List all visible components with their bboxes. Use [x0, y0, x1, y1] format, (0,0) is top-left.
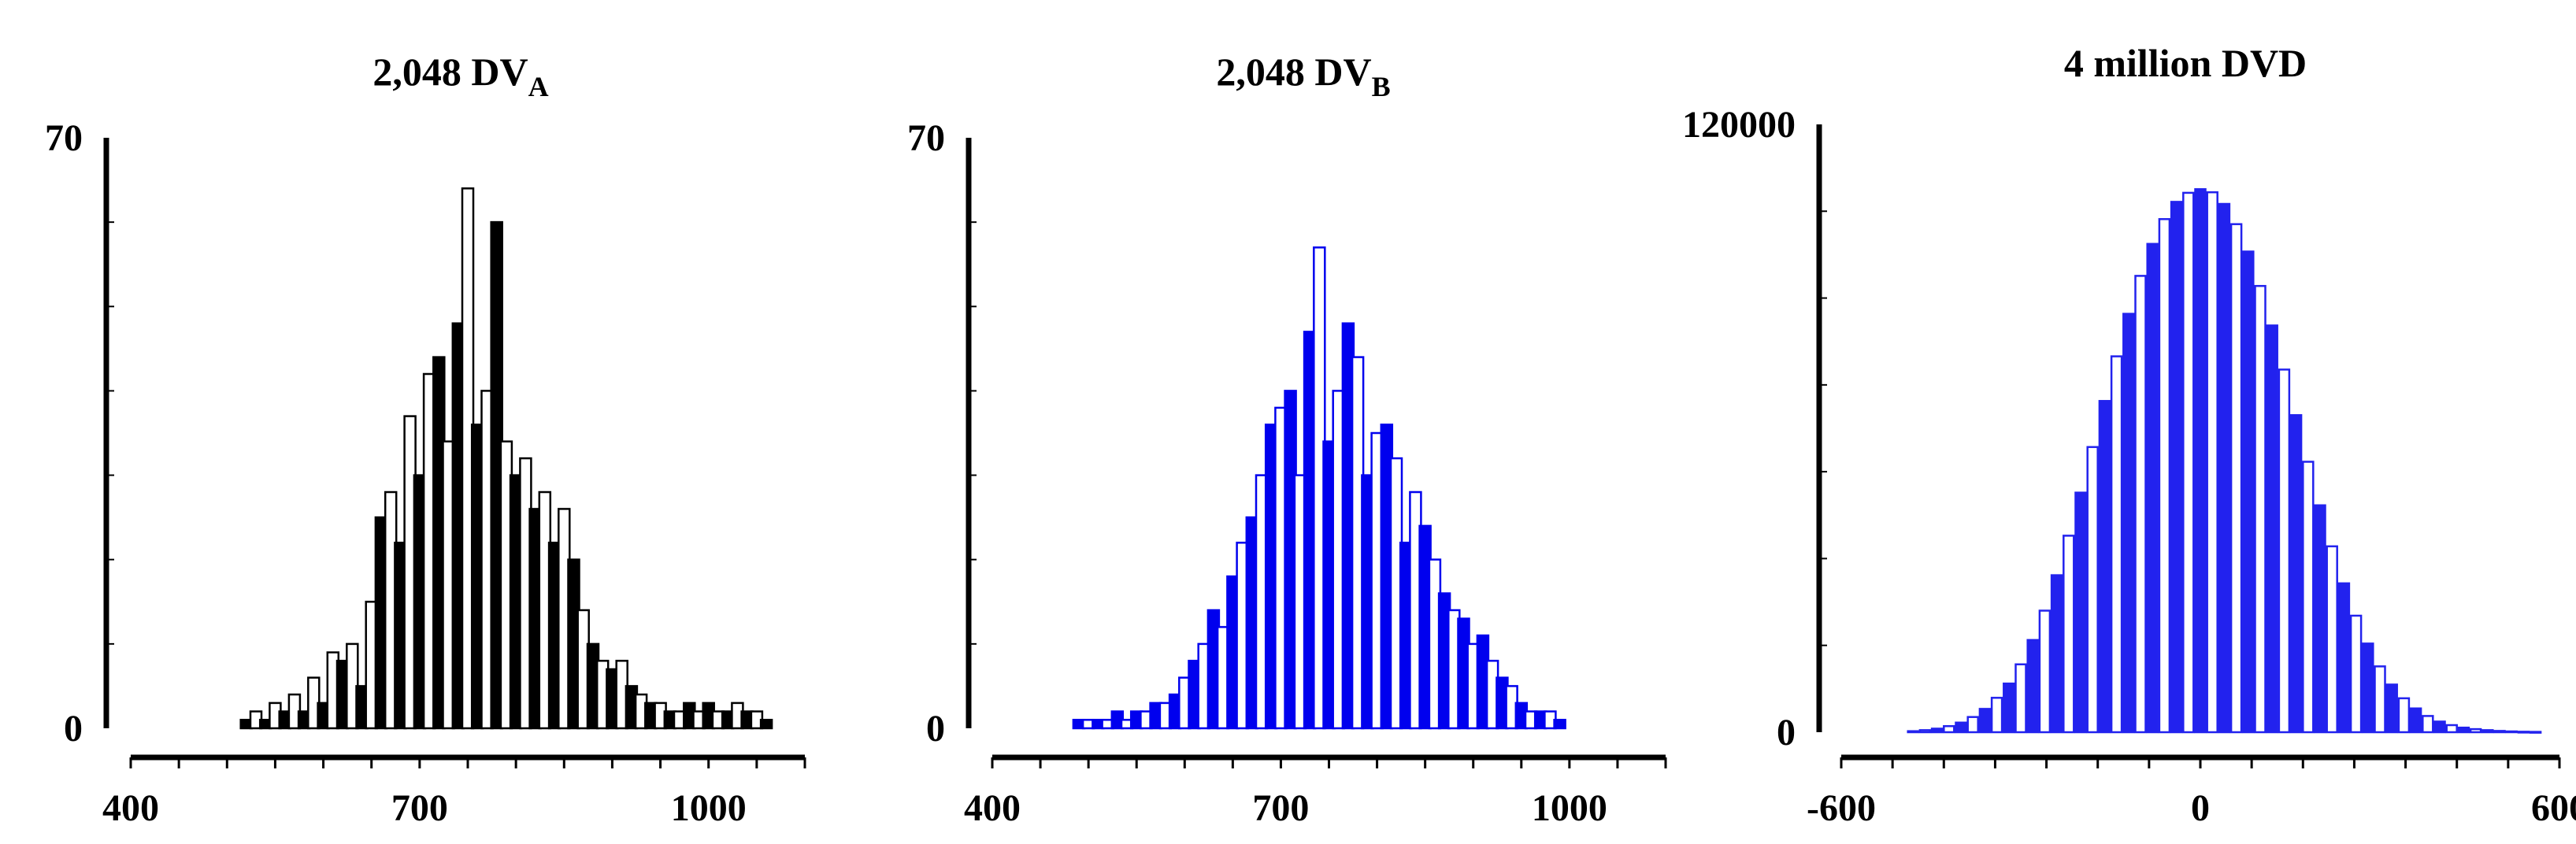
bar-c-320 — [2385, 683, 2398, 734]
x-tick-label-700: 700 — [1252, 787, 1309, 829]
bar-c-480 — [2481, 729, 2494, 734]
bar-c-140 — [2278, 368, 2291, 734]
y-tick-label-70: 70 — [45, 117, 83, 159]
bar-c-460 — [2469, 727, 2482, 734]
bar-c-380 — [2422, 715, 2434, 734]
chart-title-c: 4 million DVD — [2064, 41, 2307, 85]
bar-c--40 — [2170, 201, 2183, 734]
histogram-dv-b: 2,048 DVB 400 700 1000 0 70 — [907, 50, 1667, 829]
bar-c-400 — [2433, 720, 2446, 734]
bar-c-260 — [2349, 614, 2363, 734]
bar-c-240 — [2337, 582, 2351, 734]
x-tick-label-600: 600 — [2531, 787, 2576, 829]
bar-c-340 — [2397, 697, 2411, 734]
bars-c — [1907, 188, 2542, 734]
x-tick-label-0: 0 — [2191, 787, 2210, 829]
bar-c-520 — [2505, 730, 2518, 734]
bar-c-0 — [2194, 188, 2207, 734]
y-tick-label-0: 0 — [1777, 712, 1796, 753]
bar-c--380 — [1966, 716, 1979, 734]
bar-c--320 — [2003, 682, 2015, 734]
bar-c--260 — [2038, 609, 2052, 734]
y-tick-label-0: 0 — [926, 708, 945, 750]
bar-c-220 — [2326, 545, 2338, 734]
x-tick-label--600: -600 — [1807, 787, 1876, 829]
bar-c--340 — [1990, 697, 2003, 734]
bar-c-360 — [2409, 707, 2422, 734]
x-ticks-c: -600 0 600 — [1807, 757, 2576, 829]
bar-c--200 — [2074, 491, 2087, 734]
bar-c--140 — [2110, 355, 2123, 734]
y-tick-label-0: 0 — [64, 708, 83, 750]
x-tick-label-1000: 1000 — [671, 787, 747, 829]
bar-c--120 — [2122, 313, 2135, 734]
bar-a-1060 — [759, 719, 773, 730]
bar-c-540 — [2517, 731, 2530, 734]
y-tick-label-70: 70 — [907, 117, 945, 159]
bar-c--20 — [2182, 191, 2195, 734]
bar-c-80 — [2242, 250, 2255, 734]
x-ticks-a: 400 700 1000 — [102, 757, 806, 829]
y-ticks-b: 0 70 — [907, 117, 977, 750]
x-tick-label-400: 400 — [102, 787, 159, 829]
histogram-dvd: 4 million DVD -600 0 600 0 120000 — [1682, 41, 2576, 829]
bar-c--160 — [2098, 400, 2111, 734]
bar-c-60 — [2229, 223, 2243, 734]
bar-c--460 — [1918, 729, 1932, 734]
x-tick-label-700: 700 — [391, 787, 448, 829]
bar-c-280 — [2362, 642, 2374, 734]
x-tick-label-400: 400 — [964, 787, 1021, 829]
y-ticks-c: 0 120000 — [1682, 104, 1827, 753]
bar-c-420 — [2445, 724, 2458, 734]
bar-c--360 — [1978, 708, 1992, 734]
bar-c-120 — [2266, 324, 2278, 734]
bars-b — [1072, 246, 1566, 730]
bar-c--440 — [1930, 727, 1944, 734]
bar-c-180 — [2302, 461, 2315, 734]
x-tick-label-1000: 1000 — [1532, 787, 1607, 829]
bar-c-500 — [2493, 730, 2506, 734]
bar-c--400 — [1955, 721, 1967, 734]
bar-c--220 — [2063, 535, 2075, 734]
y-ticks-a: 0 70 — [45, 117, 114, 750]
bar-c-160 — [2289, 414, 2303, 734]
bar-b-990 — [1553, 719, 1566, 730]
bar-c--60 — [2158, 218, 2171, 734]
bar-c--100 — [2134, 275, 2147, 734]
bar-c--480 — [1907, 730, 1919, 734]
bar-c--180 — [2086, 446, 2099, 734]
y-tick-label-120000: 120000 — [1682, 104, 1796, 146]
bar-c-20 — [2206, 191, 2218, 734]
bar-c--300 — [2014, 663, 2027, 734]
bar-c--240 — [2050, 574, 2063, 734]
bar-c--80 — [2146, 242, 2159, 734]
bar-c-440 — [2457, 726, 2470, 734]
bar-c-560 — [2529, 731, 2542, 734]
chart-title-b: 2,048 DVB — [1216, 50, 1390, 102]
bars-a — [239, 187, 773, 730]
bar-c--280 — [2026, 639, 2039, 734]
chart-title-a: 2,048 DVA — [373, 50, 548, 102]
histogram-dv-a: 2,048 DVA 400 700 1000 0 70 — [45, 50, 806, 829]
bar-c-200 — [2314, 504, 2326, 734]
bar-c-300 — [2374, 665, 2386, 734]
bar-c-100 — [2254, 284, 2267, 734]
x-ticks-b: 400 700 1000 — [964, 757, 1667, 829]
bar-c-40 — [2218, 202, 2231, 734]
bar-c--420 — [1943, 725, 1955, 734]
